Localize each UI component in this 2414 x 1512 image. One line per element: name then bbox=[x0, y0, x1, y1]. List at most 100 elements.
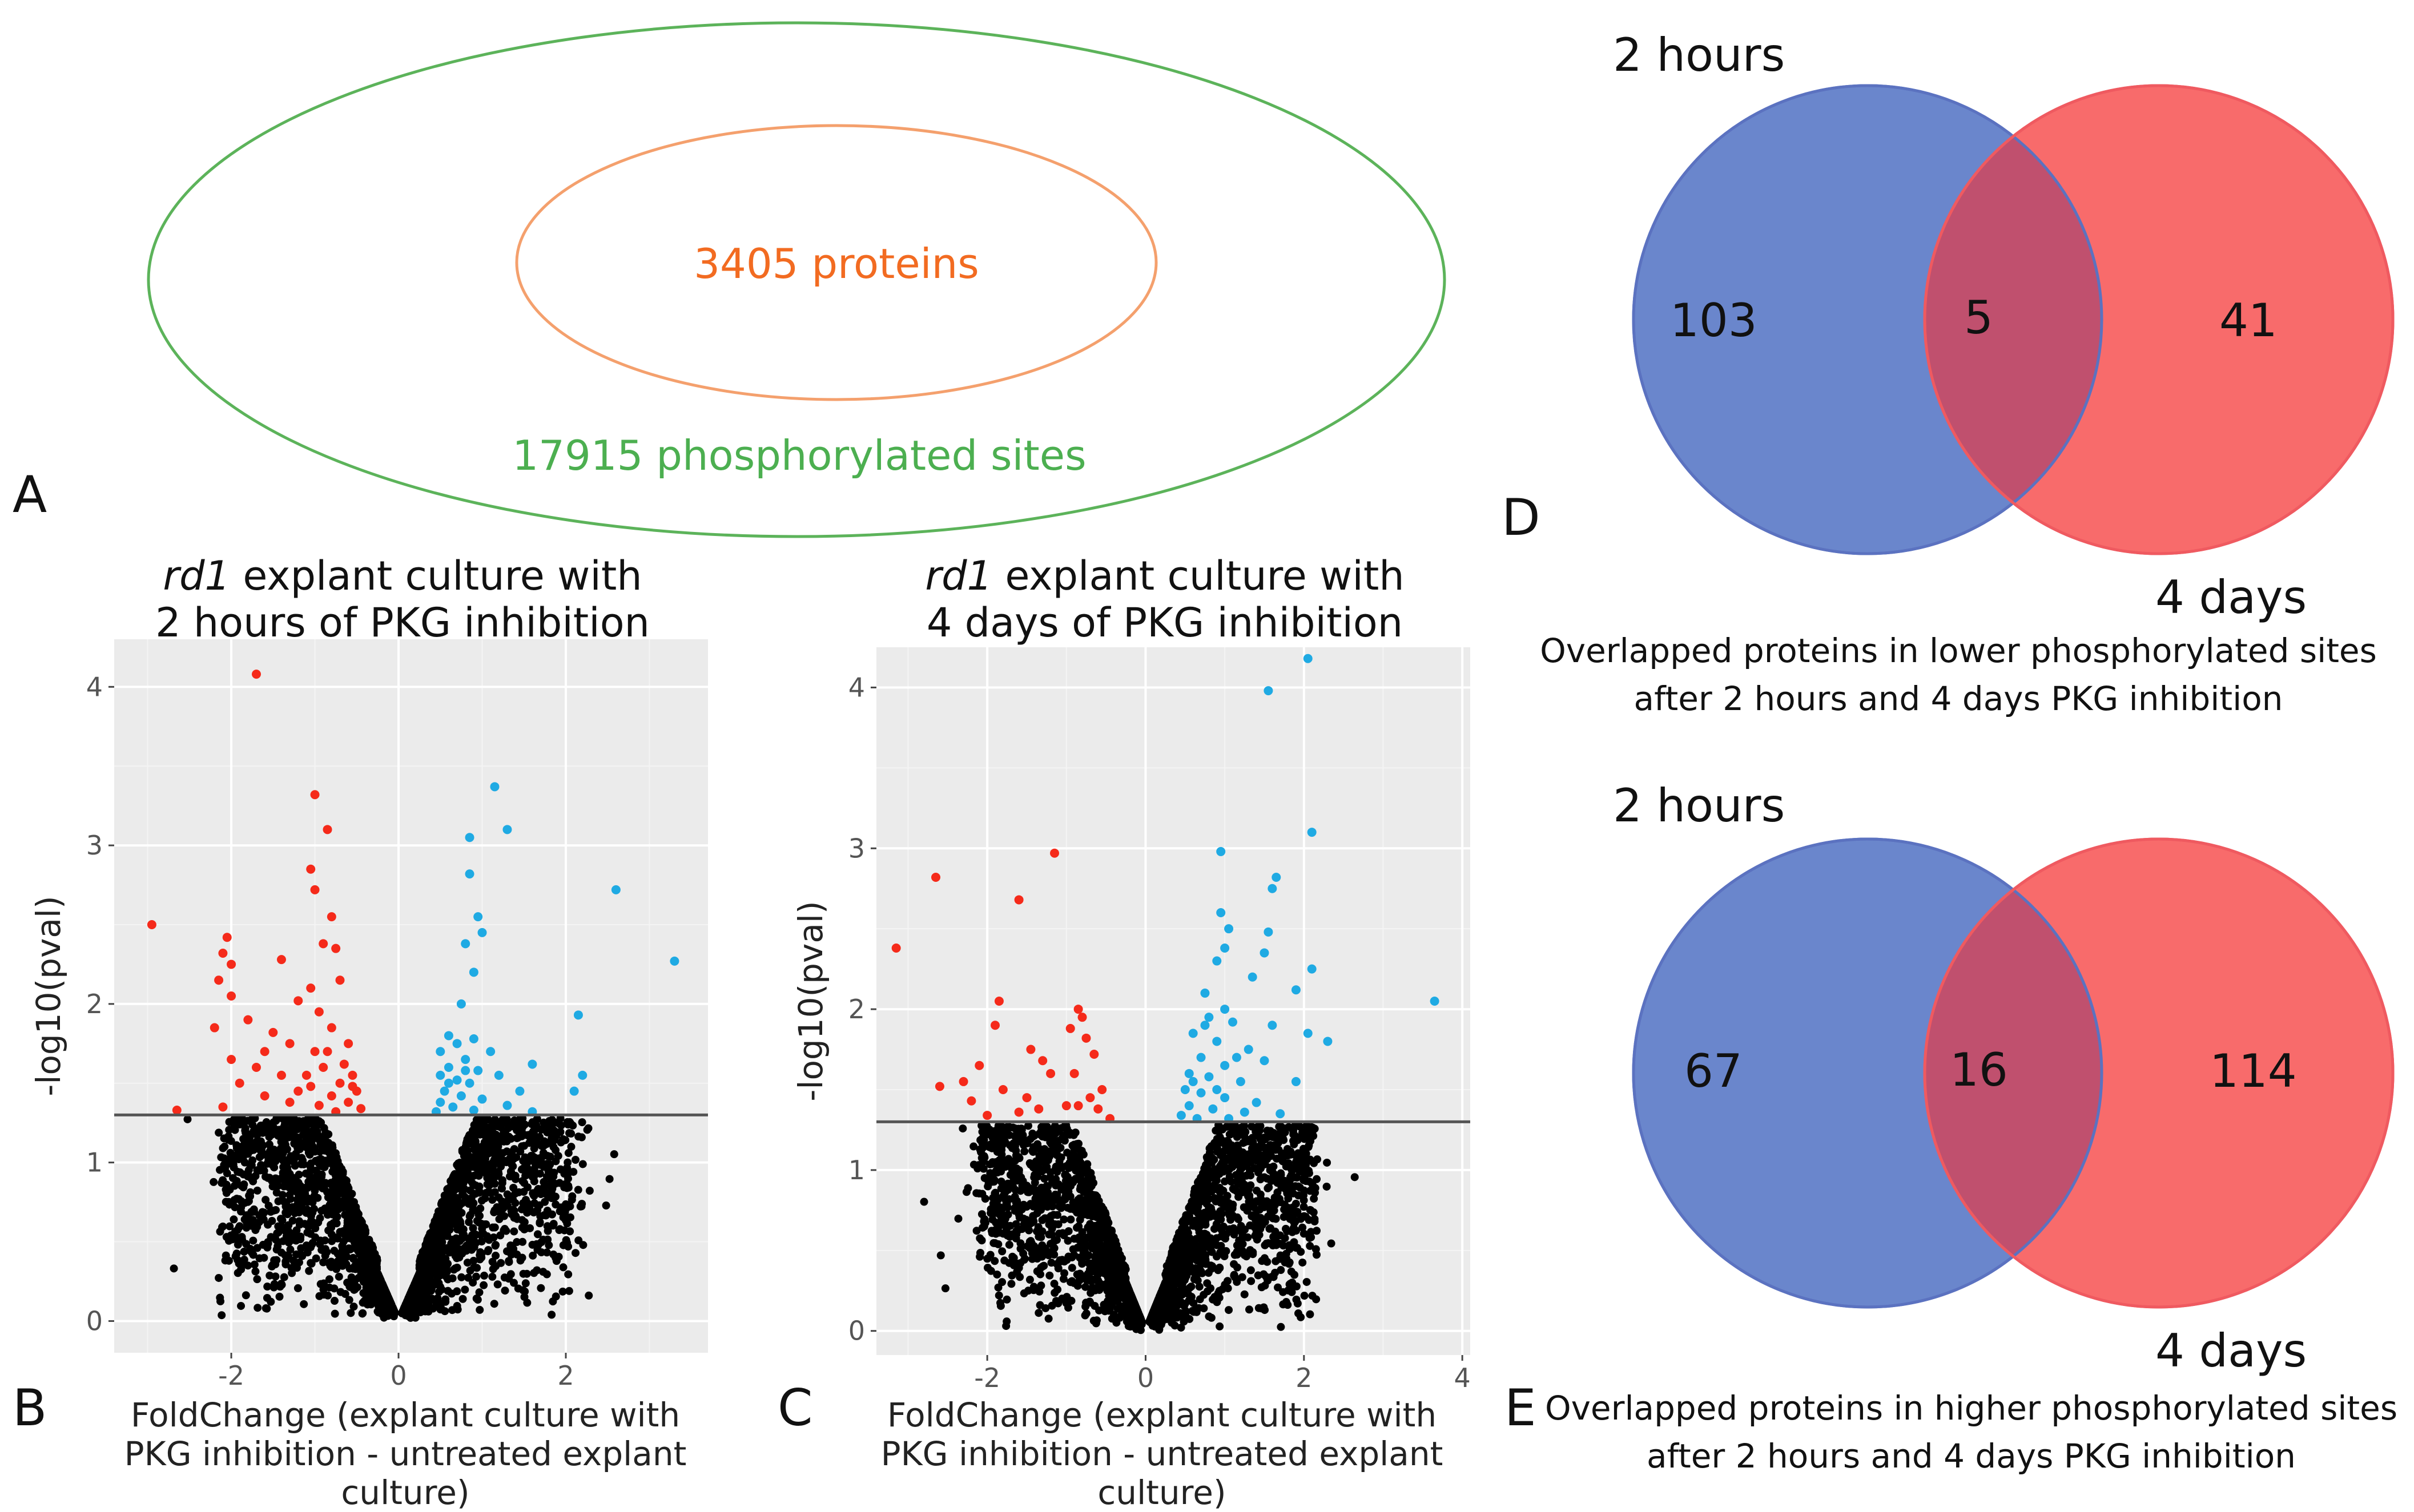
ns-point bbox=[553, 1257, 561, 1265]
ns-point bbox=[280, 1176, 288, 1184]
ns-point bbox=[1230, 1186, 1238, 1194]
ns-point bbox=[277, 1223, 285, 1231]
ns-point bbox=[1075, 1223, 1083, 1231]
ns-point bbox=[1288, 1268, 1295, 1276]
ns-point bbox=[585, 1292, 593, 1300]
ns-point bbox=[541, 1198, 549, 1206]
ns-point bbox=[371, 1282, 379, 1290]
ns-point bbox=[586, 1187, 594, 1195]
ns-point bbox=[404, 1310, 412, 1318]
ns-point bbox=[1087, 1289, 1095, 1297]
point-lower bbox=[331, 944, 340, 953]
ns-point bbox=[216, 1294, 224, 1302]
ns-point bbox=[464, 1274, 472, 1282]
point-higher bbox=[469, 967, 478, 977]
ns-point bbox=[304, 1184, 312, 1192]
ns-point bbox=[492, 1241, 500, 1249]
ns-point bbox=[1297, 1313, 1305, 1321]
ns-point bbox=[1066, 1159, 1074, 1167]
ns-point bbox=[351, 1244, 359, 1252]
ns-point bbox=[476, 1306, 484, 1314]
ns-point bbox=[1313, 1175, 1321, 1183]
point-lower bbox=[210, 1023, 219, 1033]
point-higher bbox=[578, 1071, 587, 1080]
ns-point bbox=[574, 1186, 582, 1194]
ns-point bbox=[225, 1237, 233, 1245]
ns-point bbox=[306, 1151, 314, 1159]
x-tick-label: 2 bbox=[557, 1360, 574, 1391]
ns-point bbox=[473, 1122, 481, 1130]
ns-point bbox=[986, 1143, 994, 1151]
ns-point bbox=[1323, 1183, 1331, 1191]
ns-point bbox=[489, 1265, 497, 1273]
point-lower bbox=[327, 912, 336, 921]
ns-point bbox=[1238, 1273, 1246, 1281]
ns-point bbox=[524, 1131, 532, 1139]
point-lower bbox=[260, 1091, 269, 1100]
ns-point bbox=[1216, 1323, 1224, 1330]
ns-point bbox=[365, 1273, 373, 1281]
point-higher bbox=[465, 1079, 474, 1088]
ns-point bbox=[501, 1225, 509, 1233]
ns-point bbox=[490, 1300, 498, 1308]
ns-point bbox=[550, 1127, 558, 1135]
ns-point bbox=[283, 1210, 291, 1218]
ns-point bbox=[1200, 1291, 1208, 1299]
ns-point bbox=[263, 1160, 271, 1168]
ns-point bbox=[1053, 1211, 1061, 1219]
point-higher bbox=[448, 1102, 457, 1111]
ns-point bbox=[1039, 1216, 1047, 1224]
ns-point bbox=[506, 1172, 514, 1180]
ns-point bbox=[1051, 1280, 1059, 1288]
ns-point bbox=[313, 1194, 321, 1202]
ns-point bbox=[250, 1146, 258, 1154]
point-lower bbox=[335, 1079, 344, 1088]
ns-point bbox=[351, 1263, 359, 1271]
ns-point bbox=[564, 1271, 572, 1279]
ns-point bbox=[1245, 1305, 1253, 1313]
ns-point bbox=[1303, 1278, 1311, 1286]
ns-point bbox=[602, 1201, 610, 1209]
ns-point bbox=[218, 1311, 226, 1319]
ns-point bbox=[239, 1183, 247, 1191]
ns-point bbox=[325, 1259, 333, 1267]
ns-point bbox=[238, 1236, 246, 1244]
ns-point bbox=[520, 1188, 528, 1196]
ns-point bbox=[265, 1133, 273, 1141]
point-higher bbox=[453, 1039, 462, 1048]
ns-point bbox=[1075, 1154, 1083, 1162]
point-lower bbox=[344, 1039, 353, 1048]
ns-point bbox=[303, 1228, 311, 1236]
ns-point bbox=[1200, 1304, 1208, 1312]
ns-point bbox=[511, 1199, 519, 1207]
point-higher bbox=[670, 957, 679, 966]
ns-point bbox=[290, 1187, 298, 1195]
ns-point bbox=[530, 1192, 538, 1200]
ns-point bbox=[473, 1264, 481, 1272]
ns-point bbox=[476, 1255, 484, 1263]
point-higher bbox=[461, 1055, 470, 1064]
ns-point bbox=[520, 1179, 528, 1187]
ns-point bbox=[482, 1220, 490, 1228]
ns-point bbox=[521, 1154, 529, 1162]
ns-point bbox=[1288, 1206, 1295, 1214]
point-higher bbox=[440, 1087, 449, 1096]
point-higher bbox=[490, 782, 499, 791]
ns-point bbox=[469, 1199, 477, 1207]
ns-point bbox=[335, 1273, 343, 1281]
ns-point bbox=[311, 1233, 319, 1241]
ns-point bbox=[455, 1202, 463, 1210]
ns-point bbox=[1051, 1289, 1059, 1297]
ns-point bbox=[1234, 1193, 1242, 1201]
ns-point bbox=[1312, 1245, 1320, 1253]
plot-c-title-italic: rd1 bbox=[925, 553, 992, 599]
ns-point bbox=[459, 1295, 467, 1303]
ns-point bbox=[346, 1231, 354, 1239]
ns-point bbox=[320, 1291, 328, 1299]
ns-point bbox=[578, 1118, 586, 1126]
ns-point bbox=[476, 1204, 484, 1212]
ns-point bbox=[305, 1267, 313, 1275]
ns-point bbox=[987, 1251, 995, 1259]
ns-point bbox=[281, 1203, 289, 1211]
